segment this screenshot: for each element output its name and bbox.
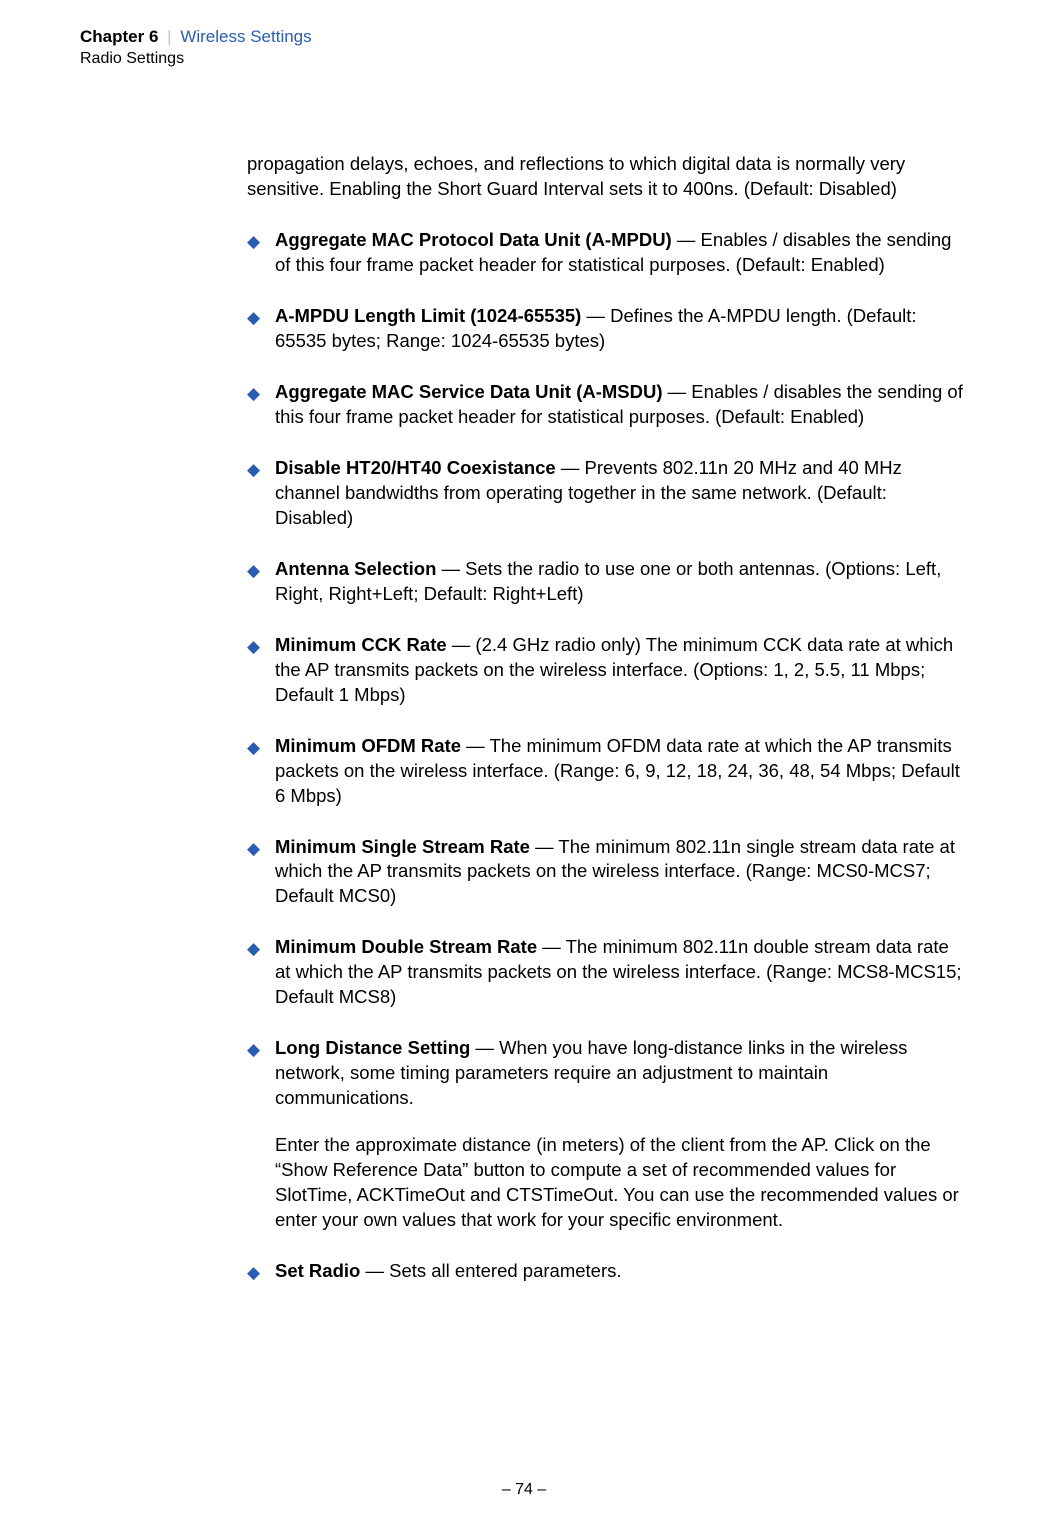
item-label: Minimum Double Stream Rate xyxy=(275,936,537,957)
list-item: ◆ Minimum Single Stream Rate — The minim… xyxy=(247,835,968,910)
diamond-bullet-icon: ◆ xyxy=(247,560,260,583)
list-item: ◆ Minimum CCK Rate — (2.4 GHz radio only… xyxy=(247,633,968,708)
diamond-bullet-icon: ◆ xyxy=(247,838,260,861)
item-label: Long Distance Setting xyxy=(275,1037,470,1058)
list-item: ◆ Aggregate MAC Service Data Unit (A-MSD… xyxy=(247,380,968,430)
page-number: – 74 – xyxy=(0,1481,1048,1499)
diamond-bullet-icon: ◆ xyxy=(247,383,260,406)
item-label: Antenna Selection xyxy=(275,558,436,579)
diamond-bullet-icon: ◆ xyxy=(247,636,260,659)
list-item: ◆ Aggregate MAC Protocol Data Unit (A-MP… xyxy=(247,228,968,278)
lead-paragraph: propagation delays, echoes, and reflecti… xyxy=(247,152,968,202)
diamond-bullet-icon: ◆ xyxy=(247,307,260,330)
section-title: Radio Settings xyxy=(80,50,968,68)
item-label: Minimum CCK Rate xyxy=(275,634,447,655)
list-item: ◆ Long Distance Setting — When you have … xyxy=(247,1036,968,1233)
diamond-bullet-icon: ◆ xyxy=(247,1039,260,1062)
item-label: Aggregate MAC Protocol Data Unit (A-MPDU… xyxy=(275,229,672,250)
item-label: Disable HT20/HT40 Coexistance xyxy=(275,457,556,478)
header-separator: | xyxy=(163,27,175,46)
item-label: A-MPDU Length Limit (1024-65535) xyxy=(275,305,581,326)
diamond-bullet-icon: ◆ xyxy=(247,938,260,961)
diamond-bullet-icon: ◆ xyxy=(247,737,260,760)
item-label: Minimum OFDM Rate xyxy=(275,735,461,756)
list-item: ◆ Antenna Selection — Sets the radio to … xyxy=(247,557,968,607)
item-text: — Sets all entered parameters. xyxy=(360,1260,621,1281)
chapter-label: Chapter 6 xyxy=(80,27,158,46)
item-extra: Enter the approximate distance (in meter… xyxy=(275,1133,968,1233)
diamond-bullet-icon: ◆ xyxy=(247,1262,260,1285)
list-item: ◆ Minimum Double Stream Rate — The minim… xyxy=(247,935,968,1010)
chapter-title: Wireless Settings xyxy=(180,27,311,46)
list-item: ◆ Disable HT20/HT40 Coexistance — Preven… xyxy=(247,456,968,531)
diamond-bullet-icon: ◆ xyxy=(247,459,260,482)
list-item: ◆ Set Radio — Sets all entered parameter… xyxy=(247,1259,968,1284)
running-header: Chapter 6 | Wireless Settings xyxy=(80,26,968,48)
item-label: Set Radio xyxy=(275,1260,360,1281)
body-content: propagation delays, echoes, and reflecti… xyxy=(247,152,968,1284)
page: Chapter 6 | Wireless Settings Radio Sett… xyxy=(0,0,1048,1535)
diamond-bullet-icon: ◆ xyxy=(247,231,260,254)
item-label: Minimum Single Stream Rate xyxy=(275,836,530,857)
list-item: ◆ Minimum OFDM Rate — The minimum OFDM d… xyxy=(247,734,968,809)
item-label: Aggregate MAC Service Data Unit (A-MSDU) xyxy=(275,381,663,402)
list-item: ◆ A-MPDU Length Limit (1024-65535) — Def… xyxy=(247,304,968,354)
